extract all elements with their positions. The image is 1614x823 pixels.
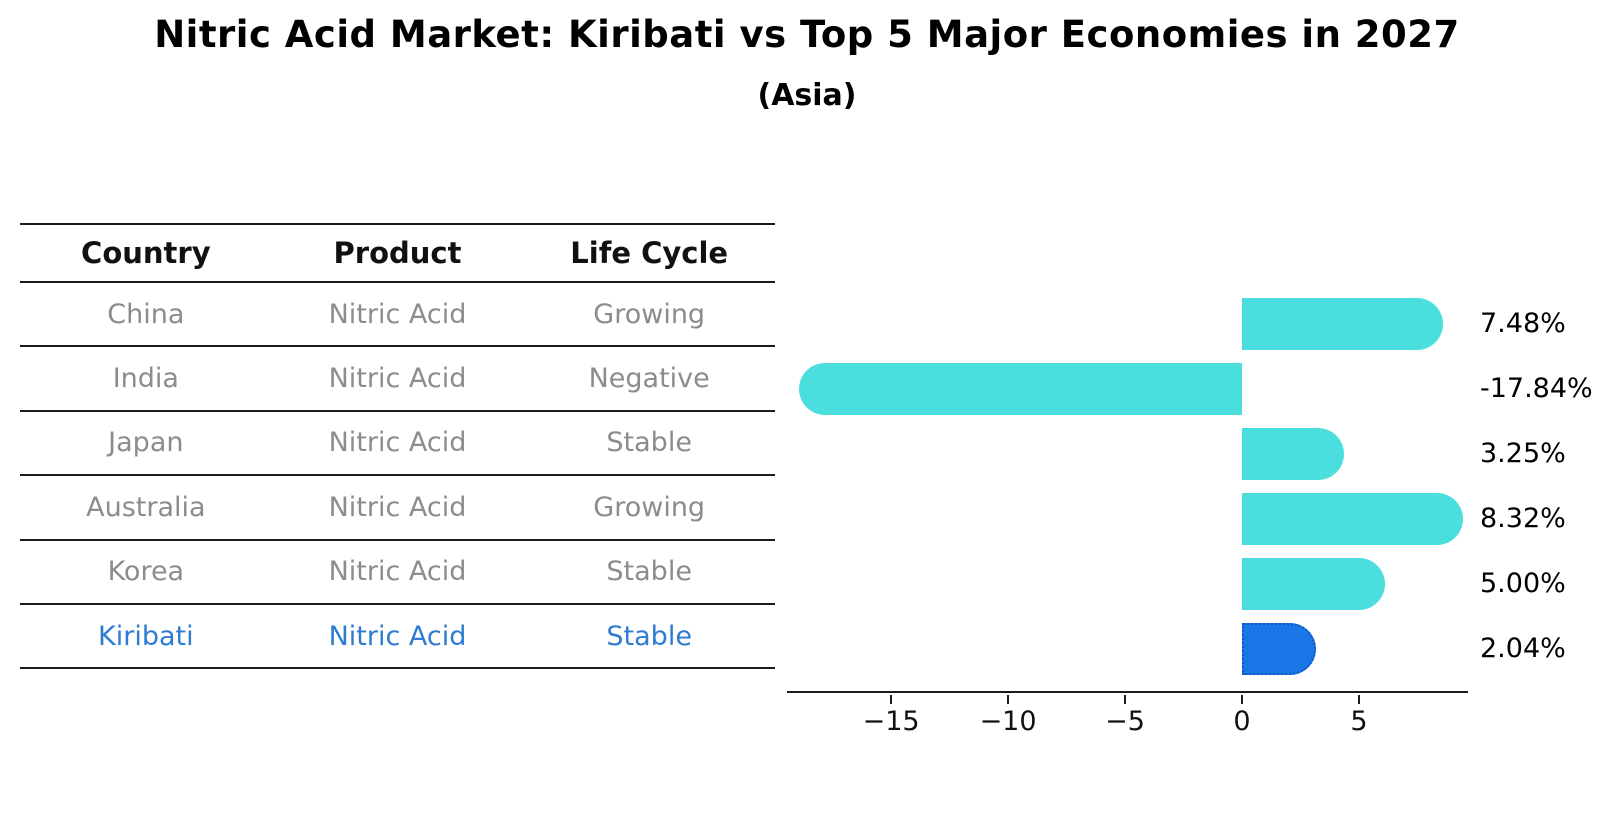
- cell-life-cycle: Negative: [588, 363, 710, 395]
- cell-product: Nitric Acid: [328, 620, 467, 652]
- cell-life-cycle: Stable: [606, 556, 692, 588]
- cell-country: India: [112, 363, 179, 395]
- table-row-australia: Australia Nitric Acid Growing: [20, 476, 775, 541]
- x-axis-tick: [1357, 695, 1360, 704]
- cell-country: Korea: [107, 556, 185, 588]
- cell-product: Nitric Acid: [328, 363, 467, 395]
- bar-value-label-australia: 8.32%: [1480, 503, 1566, 534]
- x-axis-tick-label: 0: [1233, 706, 1251, 737]
- x-axis-tick-label: 5: [1350, 706, 1368, 737]
- x-axis-tick: [1007, 695, 1010, 704]
- cell-product: Nitric Acid: [328, 298, 467, 330]
- x-axis-tick: [1241, 695, 1243, 704]
- bar-value-label-india: -17.84%: [1480, 373, 1593, 404]
- table-row-kiribati: Kiribati Nitric Acid Stable: [20, 605, 775, 670]
- bar-china: [1242, 298, 1443, 350]
- table-row-korea: Korea Nitric Acid Stable: [20, 541, 775, 605]
- bar-kiribati: [1242, 623, 1316, 675]
- bar-india: [798, 363, 1242, 415]
- cell-country: China: [107, 298, 185, 330]
- chart-subtitle: (Asia): [757, 78, 857, 113]
- cell-country: Kiribati: [98, 620, 194, 652]
- bar-korea: [1242, 558, 1385, 610]
- bar-japan: [1242, 428, 1345, 480]
- bar-australia: [1242, 493, 1463, 545]
- cell-life-cycle: Stable: [606, 427, 692, 459]
- column-header-country: Country: [81, 236, 211, 270]
- table-row-india: India Nitric Acid Negative: [20, 347, 775, 412]
- column-header-product: Product: [333, 236, 462, 270]
- x-axis-tick-label: −10: [979, 706, 1037, 737]
- x-axis-tick-label: −15: [862, 706, 920, 737]
- table-row-china: China Nitric Acid Growing: [20, 283, 775, 348]
- bar-value-label-kiribati: 2.04%: [1480, 633, 1566, 664]
- cell-product: Nitric Acid: [328, 556, 467, 588]
- cell-product: Nitric Acid: [328, 427, 467, 459]
- x-axis-tick: [890, 695, 893, 704]
- x-axis-tick-label: −5: [1105, 706, 1145, 737]
- x-axis-tick: [1124, 695, 1127, 704]
- bar-value-label-japan: 3.25%: [1480, 438, 1566, 469]
- cell-country: Australia: [86, 491, 206, 523]
- cell-life-cycle: Growing: [593, 491, 706, 523]
- bar-value-label-china: 7.48%: [1480, 308, 1566, 339]
- column-header-life-cycle: Life Cycle: [570, 236, 729, 270]
- bar-value-label-korea: 5.00%: [1480, 568, 1566, 599]
- cell-life-cycle: Growing: [593, 298, 706, 330]
- chart-title: Nitric Acid Market: Kiribati vs Top 5 Ma…: [154, 13, 1460, 56]
- cell-life-cycle: Stable: [606, 620, 692, 652]
- bar-chart-plot-area: −15 −10 −5 0 5: [787, 285, 1468, 737]
- cell-product: Nitric Acid: [328, 491, 467, 523]
- table-row-japan: Japan Nitric Acid Stable: [20, 412, 775, 477]
- cell-country: Japan: [108, 427, 184, 459]
- table-header-row: Country Product Life Cycle: [20, 223, 775, 283]
- comparison-table: Country Product Life Cycle China Nitric A…: [20, 223, 775, 670]
- table-body: China Nitric Acid Growing India Nitric Acid N…: [20, 283, 775, 670]
